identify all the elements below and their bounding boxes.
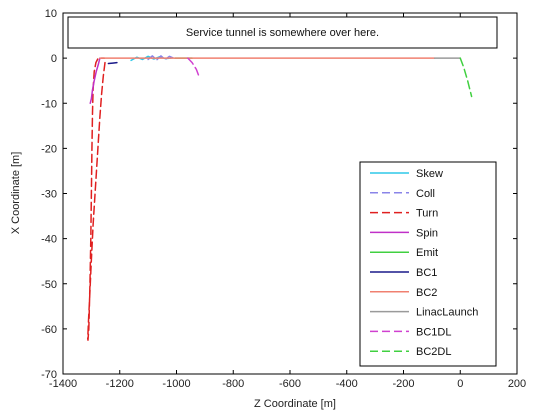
y-tick-label: -10 bbox=[41, 98, 57, 110]
legend-label-bc2dl: BC2DL bbox=[416, 346, 451, 358]
y-tick-label: -20 bbox=[41, 143, 57, 155]
legend: Skew Coll Turn Spin Emit BC1 BC2 LinacLaunch BC1… bbox=[360, 162, 496, 366]
y-tick-label: 0 bbox=[51, 53, 57, 65]
x-tick-label: -1200 bbox=[106, 378, 134, 390]
legend-label-bc1: BC1 bbox=[416, 267, 437, 279]
legend-label-linaclaunch: LinacLaunch bbox=[416, 307, 478, 319]
annotation-box: Service tunnel is somewhere over here. bbox=[68, 17, 497, 48]
y-tick-label: 10 bbox=[45, 8, 57, 20]
y-tick-label: -50 bbox=[41, 279, 57, 291]
legend-label-bc1dl: BC1DL bbox=[416, 326, 451, 338]
legend-label-emit: Emit bbox=[416, 247, 438, 259]
x-tick-label: -800 bbox=[222, 378, 244, 390]
x-axis-label: Z Coordinate [m] bbox=[254, 398, 336, 410]
legend-label-skew: Skew bbox=[416, 168, 443, 180]
x-tick-label: 200 bbox=[508, 378, 526, 390]
x-tick-label: -1000 bbox=[162, 378, 190, 390]
x-tick-label: -600 bbox=[279, 378, 301, 390]
series-line-bc1dl bbox=[188, 58, 200, 78]
annotation-text: Service tunnel is somewhere over here. bbox=[186, 27, 379, 39]
legend-label-turn: Turn bbox=[416, 208, 438, 220]
series-line-bc2dl bbox=[460, 58, 471, 96]
x-tick-label: -200 bbox=[392, 378, 414, 390]
legend-label-bc2: BC2 bbox=[416, 287, 437, 299]
y-tick-label: -60 bbox=[41, 324, 57, 336]
y-tick-label: -40 bbox=[41, 234, 57, 246]
legend-label-coll: Coll bbox=[416, 188, 435, 200]
x-tick-label: -400 bbox=[336, 378, 358, 390]
legend-label-spin: Spin bbox=[416, 227, 438, 239]
y-axis-label: X Coordinate [m] bbox=[10, 152, 22, 235]
y-tick-label: -70 bbox=[41, 369, 57, 381]
y-tick-label: -30 bbox=[41, 189, 57, 201]
x-tick-label: 0 bbox=[457, 378, 463, 390]
series-line-bc1 bbox=[108, 63, 117, 64]
